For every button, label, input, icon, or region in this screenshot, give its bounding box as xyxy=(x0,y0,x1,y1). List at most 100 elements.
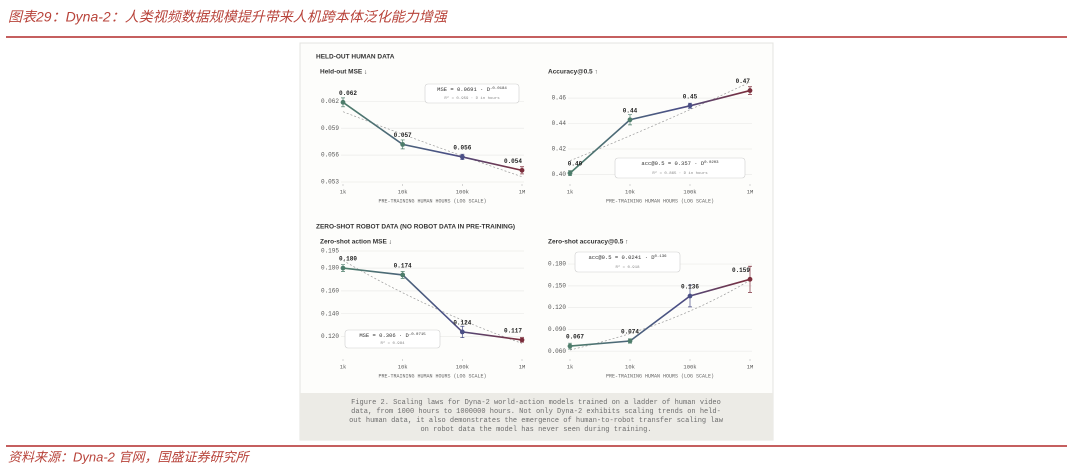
series-line xyxy=(569,89,751,174)
data-point xyxy=(519,337,525,343)
fit-note: R² = 0.865 · D in hours xyxy=(652,170,708,176)
chart-title: Held-out MSE ↓ xyxy=(320,69,367,76)
series-line xyxy=(342,101,523,172)
y-tick-label: 0.090 xyxy=(548,326,566,333)
data-point xyxy=(747,88,753,93)
x-tick-label: 1M xyxy=(519,188,526,195)
section-title: ZERO-SHOT ROBOT DATA (NO ROBOT DATA IN P… xyxy=(316,224,515,231)
x-tick-label: 100k xyxy=(683,363,697,370)
data-point xyxy=(340,99,346,105)
fit-term: · D xyxy=(396,332,410,339)
data-label: 0.117 xyxy=(504,327,522,334)
y-tick-label: 0.140 xyxy=(321,310,339,317)
data-point xyxy=(400,142,406,147)
data-label: 0.074 xyxy=(621,329,639,336)
x-tick-label: 1M xyxy=(747,363,754,370)
data-label: 0.180 xyxy=(339,256,357,263)
y-tick-label: 0.053 xyxy=(321,179,339,186)
y-tick-label: 0.060 xyxy=(548,348,566,355)
data-label: 0.056 xyxy=(453,145,471,152)
x-tick-label: 1M xyxy=(747,188,754,195)
fit-prefix: acc@0.5 = xyxy=(588,254,621,261)
fit-box xyxy=(344,329,441,349)
data-label: 0.174 xyxy=(394,263,412,270)
fit-coefficient: 0.0691 xyxy=(457,86,478,93)
x-tick-label: 100k xyxy=(456,363,470,370)
x-axis-label: PRE-TRAINING HUMAN HOURS (LOG SCALE) xyxy=(378,198,486,204)
y-tick-label: 0.150 xyxy=(548,282,566,289)
data-point xyxy=(567,343,573,349)
fit-term: · D xyxy=(691,160,705,167)
fit-prefix: MSE = xyxy=(359,332,379,339)
fit-exponent: -0.0715 xyxy=(409,333,426,337)
fit-curve xyxy=(569,81,751,162)
data-label: 0.159 xyxy=(732,267,750,274)
y-tick-label: 0.42 xyxy=(552,146,567,153)
data-point xyxy=(400,272,406,278)
data-point xyxy=(459,329,465,335)
fit-box xyxy=(574,251,681,273)
fit-equation: acc@0.5 = 0.357 · D0.0203 xyxy=(641,160,719,167)
caption-line: Figure 2. Scaling laws for Dyna-2 world-… xyxy=(351,399,721,407)
data-point xyxy=(519,167,525,173)
y-tick-label: 0.120 xyxy=(321,333,339,340)
caption-line: data, from 1000 hours to 1000000 hours. … xyxy=(351,408,721,416)
fit-term: · D xyxy=(477,86,491,93)
x-tick-label: 10k xyxy=(398,363,409,370)
data-label: 0.062 xyxy=(339,90,357,97)
data-label: 0.057 xyxy=(394,132,412,139)
source-note: 资料来源：Dyna-2 官网，国盛证券研究所 xyxy=(8,449,251,464)
x-axis-label: PRE-TRAINING HUMAN HOURS (LOG SCALE) xyxy=(606,198,714,204)
fit-equation: acc@0.5 = 0.0241 · D0.136 xyxy=(588,254,667,261)
y-tick-label: 0.120 xyxy=(548,304,566,311)
x-tick-label: 1k xyxy=(340,363,347,370)
fit-prefix: acc@0.5 = xyxy=(641,160,674,167)
data-point xyxy=(567,170,573,176)
caption-line: on robot data the model has never seen d… xyxy=(420,426,651,434)
x-axis-label: PRE-TRAINING HUMAN HOURS (LOG SCALE) xyxy=(378,373,486,379)
fit-note: R² = 0.918 xyxy=(615,264,640,270)
chart-title: Zero-shot accuracy@0.5 ↑ xyxy=(548,239,628,246)
fit-term: · D xyxy=(641,254,655,261)
y-tick-label: 0.46 xyxy=(552,95,567,102)
y-tick-label: 0.056 xyxy=(321,152,339,159)
fit-coefficient: 0.357 xyxy=(674,160,691,167)
fit-equation: MSE = 0.306 · D-0.0715 xyxy=(359,332,426,339)
data-label: 0.45 xyxy=(683,93,698,100)
x-tick-label: 1k xyxy=(567,363,574,370)
data-label: 0.44 xyxy=(623,107,638,114)
data-point xyxy=(627,338,633,344)
data-label: 0.40 xyxy=(568,161,583,168)
data-point xyxy=(340,265,346,271)
data-point xyxy=(747,276,753,282)
data-point xyxy=(687,103,693,109)
data-label: 0.47 xyxy=(736,78,751,85)
x-tick-label: 10k xyxy=(398,188,409,195)
fit-box xyxy=(614,157,746,179)
data-label: 0.067 xyxy=(566,334,584,341)
data-label: 0.136 xyxy=(681,284,699,291)
chart-title: Accuracy@0.5 ↑ xyxy=(548,69,598,76)
x-axis-label: PRE-TRAINING HUMAN HOURS (LOG SCALE) xyxy=(606,373,714,379)
data-point xyxy=(627,117,633,123)
fit-box xyxy=(424,83,520,104)
report-title: 图表29：Dyna-2：人类视频数据规模提升带来人机跨本体泛化能力增强 xyxy=(8,9,449,25)
x-tick-label: 1M xyxy=(519,363,526,370)
fit-note: R² = 0.984 xyxy=(380,340,405,346)
fit-curve xyxy=(569,279,751,351)
y-tick-label: 0.180 xyxy=(548,261,566,268)
y-tick-label: 0.180 xyxy=(321,265,339,272)
fit-equation: MSE = 0.0691 · D-0.0184 xyxy=(437,86,507,93)
chart-title: Zero-shot action MSE ↓ xyxy=(320,239,392,246)
y-tick-label: 0.160 xyxy=(321,287,339,294)
section-title: HELD-OUT HUMAN DATA xyxy=(316,54,395,61)
data-label: 0.124 xyxy=(453,320,471,327)
series-line xyxy=(569,278,751,347)
x-tick-label: 10k xyxy=(625,188,636,195)
fit-exponent: 0.0203 xyxy=(704,161,719,165)
data-point xyxy=(687,293,693,299)
fit-curve xyxy=(342,260,523,344)
fit-coefficient: 0.0241 xyxy=(621,254,642,261)
